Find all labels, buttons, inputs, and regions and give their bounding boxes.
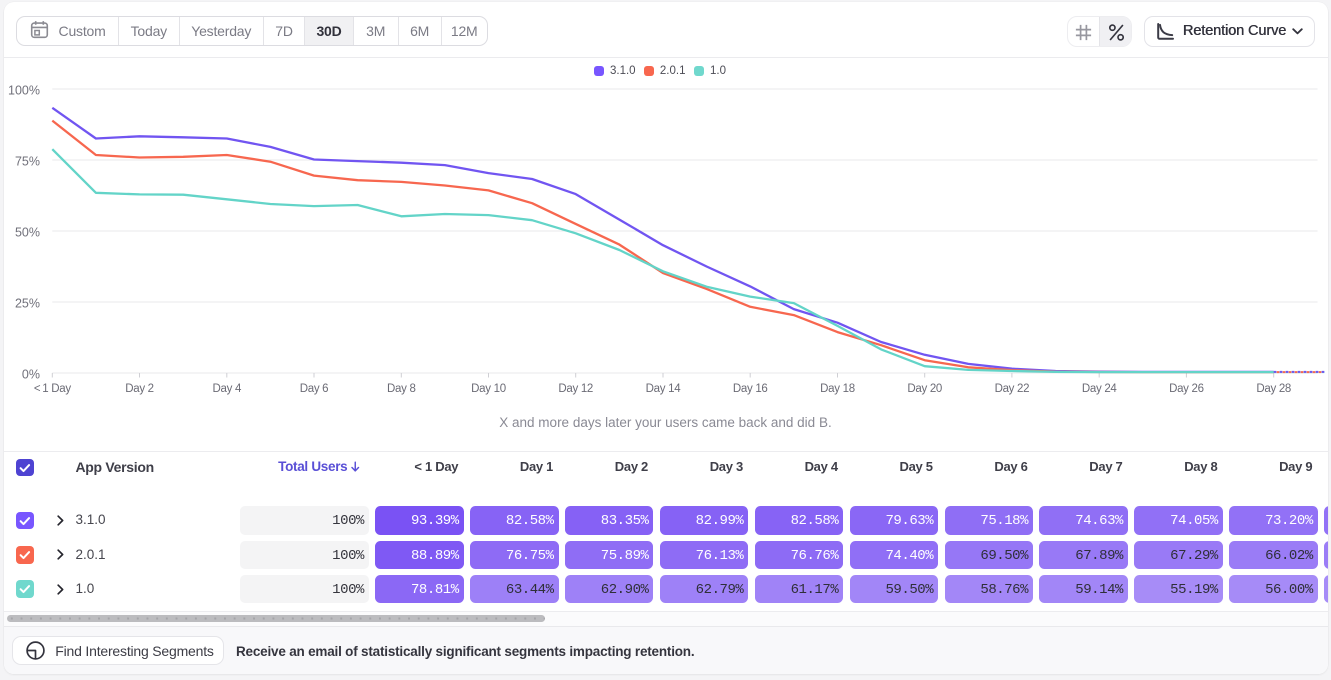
svg-text:Day 2: Day 2	[125, 383, 154, 395]
svg-text:Day 12: Day 12	[558, 383, 593, 395]
svg-text:Day 20: Day 20	[907, 383, 942, 395]
svg-text:Day 6: Day 6	[300, 383, 329, 395]
svg-text:Day 18: Day 18	[820, 383, 855, 395]
svg-text:Day 16: Day 16	[733, 383, 768, 395]
svg-text:Day 4: Day 4	[213, 383, 242, 395]
svg-text:Day 14: Day 14	[646, 383, 682, 395]
svg-text:Day 24: Day 24	[1082, 383, 1118, 395]
svg-text:Day 8: Day 8	[387, 383, 416, 395]
svg-text:25%: 25%	[15, 297, 40, 311]
svg-text:50%: 50%	[15, 226, 40, 240]
svg-text:Day 28: Day 28	[1256, 383, 1291, 395]
svg-text:Day 10: Day 10	[471, 383, 506, 395]
svg-text:Day 22: Day 22	[995, 383, 1030, 395]
svg-text:Day 26: Day 26	[1169, 383, 1204, 395]
svg-text:0%: 0%	[22, 368, 40, 382]
svg-text:75%: 75%	[15, 155, 40, 169]
svg-text:< 1 Day: < 1 Day	[34, 383, 72, 395]
svg-text:100%: 100%	[8, 84, 40, 98]
